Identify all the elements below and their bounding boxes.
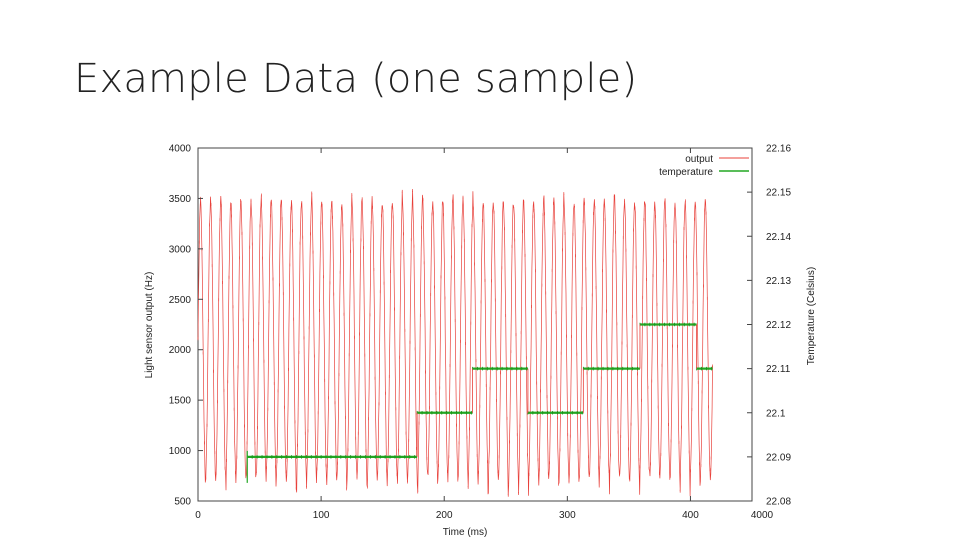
y2-tick-label: 22.09 (766, 452, 791, 463)
x-tick-label: 300 (559, 510, 576, 521)
y2-tick-label: 22.11 (766, 364, 791, 375)
y-tick-label: 500 (174, 497, 191, 508)
x-axis-label: Time (ms) (443, 527, 488, 538)
y-tick-label: 3500 (169, 194, 192, 205)
legend-label-output: output (685, 154, 713, 165)
y-tick-label: 1000 (169, 446, 192, 457)
y2-tick-label: 22.15 (766, 188, 791, 199)
x-tick-label: 0 (195, 510, 201, 521)
x-tick-label: 4000 (751, 510, 774, 521)
y2-tick-label: 22.12 (766, 320, 791, 331)
x-tick-label: 400 (682, 510, 699, 521)
y2-tick-label: 22.13 (766, 276, 791, 287)
y2-tick-label: 22.08 (766, 497, 791, 508)
x-tick-label: 100 (313, 510, 330, 521)
y-axis-label: Light sensor output (Hz) (144, 272, 155, 379)
legend: output temperature (659, 154, 749, 178)
y-tick-label: 1500 (169, 396, 192, 407)
y-tick-label: 2000 (169, 345, 192, 356)
y2-tick-label: 22.14 (766, 232, 791, 243)
series-layer (197, 189, 713, 497)
y2-tick-label: 22.1 (766, 408, 786, 419)
ticks-layer: 0 100 200 300 400 4000 4000 3500 3000 2500 2000 150… (169, 144, 792, 522)
y2-tick-label: 22.16 (766, 144, 791, 155)
x-tick-label: 200 (436, 510, 453, 521)
y2-axis-label: Temperature (Celsius) (806, 267, 817, 365)
y-tick-label: 4000 (169, 144, 192, 155)
y-tick-label: 2500 (169, 295, 192, 306)
legend-label-temperature: temperature (659, 167, 713, 178)
y-tick-label: 3000 (169, 244, 192, 255)
slide-title: Example Data (one sample) (74, 56, 638, 102)
